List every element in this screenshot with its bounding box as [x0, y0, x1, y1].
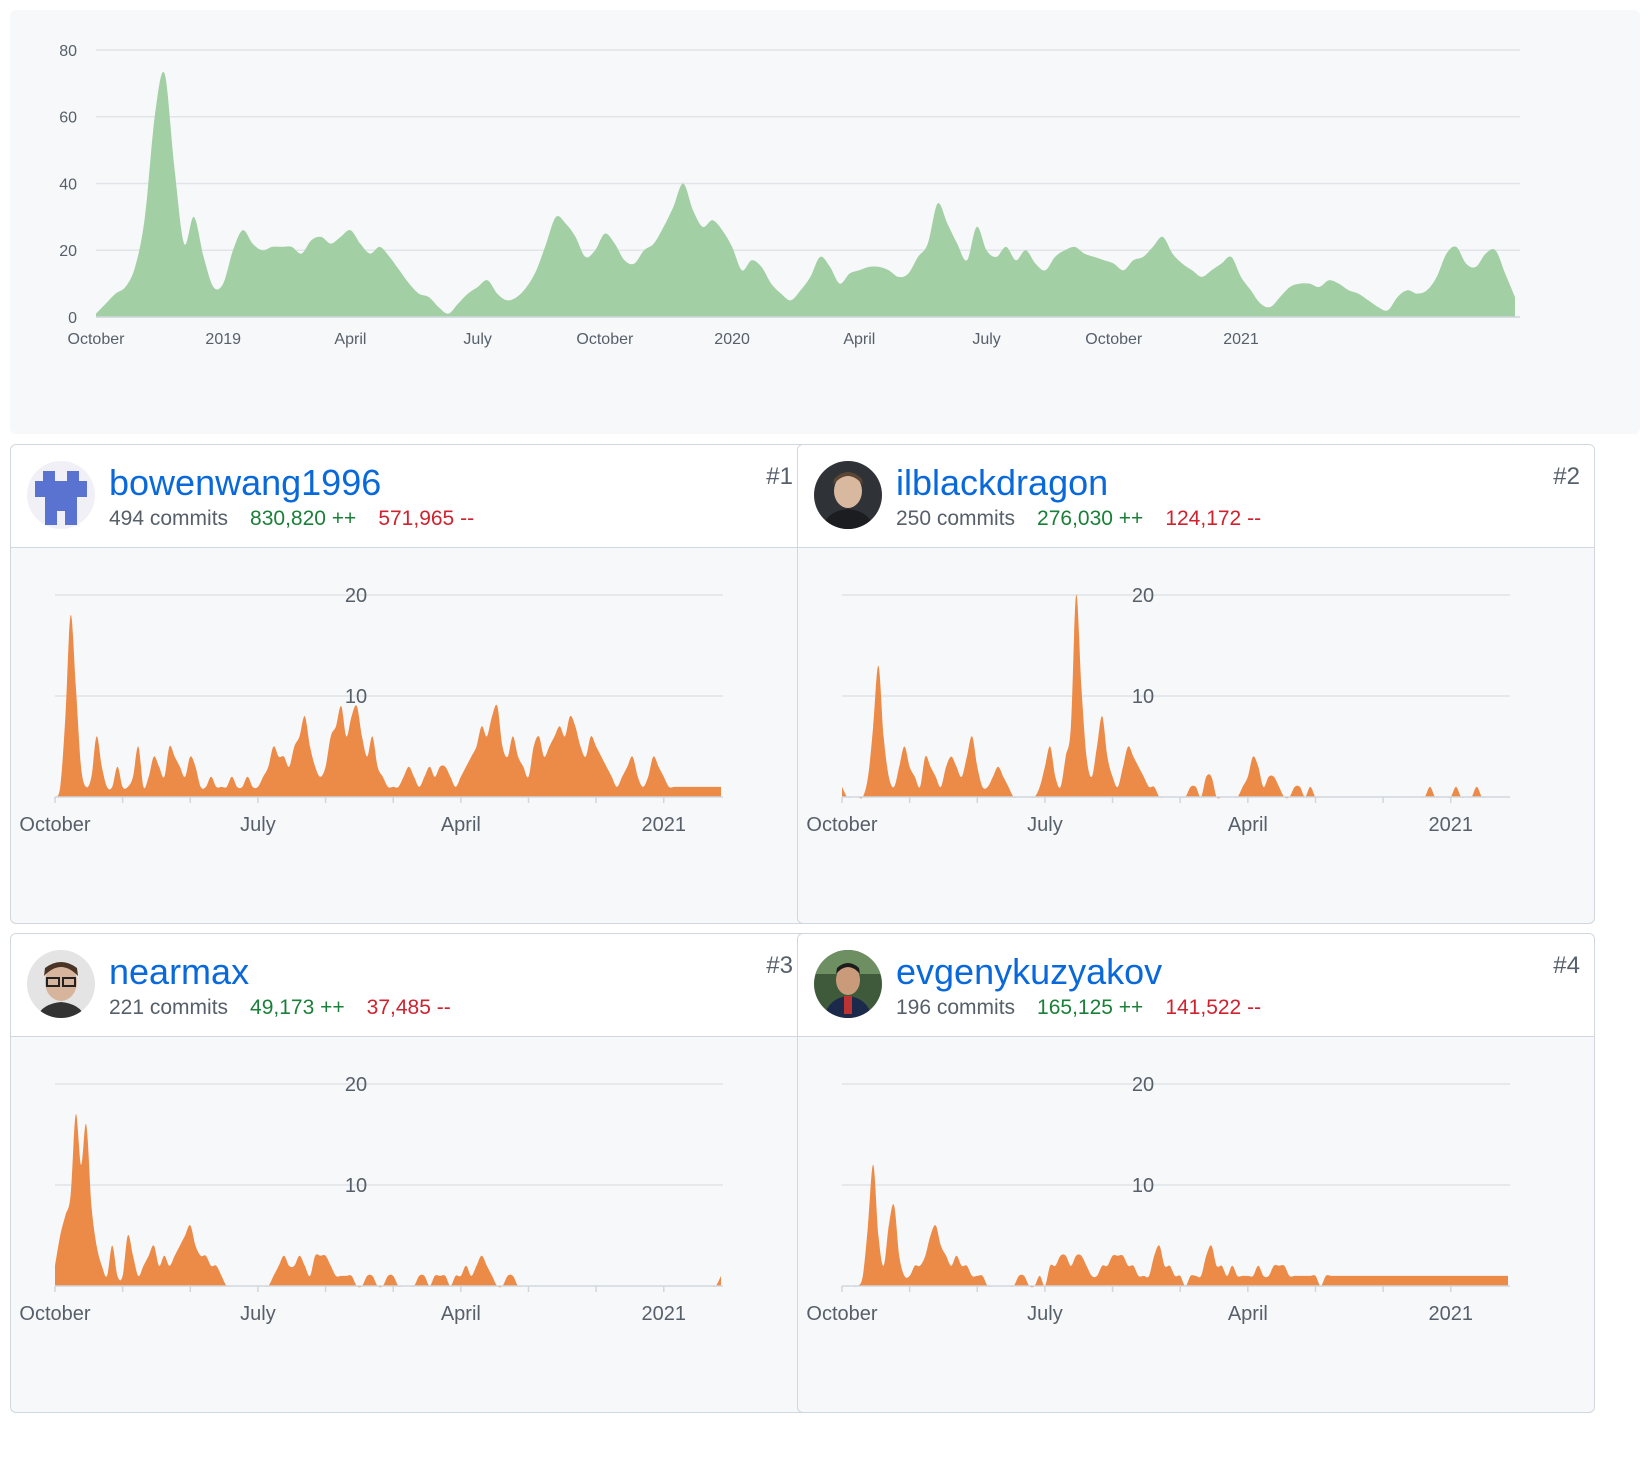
- x-tick-label: 2021: [1429, 1303, 1474, 1325]
- contributor-chart: 10 20 October July April 2021: [806, 585, 1510, 836]
- x-tick-label: 2020: [714, 331, 750, 348]
- deletions-count: 37,485 --: [366, 996, 451, 1019]
- x-tick-label: October: [806, 1303, 877, 1325]
- y-tick-label: 20: [1132, 585, 1154, 607]
- area-series: [96, 71, 1515, 317]
- x-tick-label: 2021: [642, 814, 687, 836]
- additions-count: 49,173 ++: [250, 996, 345, 1019]
- y-tick-label: 80: [59, 43, 77, 60]
- avatar[interactable]: [27, 950, 95, 1018]
- deletions-count: 124,172 --: [1165, 507, 1262, 530]
- avatar[interactable]: [27, 461, 95, 529]
- x-tick-label: October: [19, 1303, 90, 1325]
- x-tick-label: April: [843, 331, 875, 348]
- x-tick-label: October: [806, 814, 877, 836]
- contributor-card: bowenwang1996 494 commits 830,820 ++ 571,9…: [10, 444, 808, 924]
- x-tick-label: 2019: [205, 331, 241, 348]
- contributor-rank: #3: [766, 952, 793, 979]
- commit-count[interactable]: 221 commits: [109, 996, 229, 1019]
- area-series: [55, 614, 721, 797]
- y-tick-label: 10: [345, 1175, 367, 1197]
- contributor-card: evgenykuzyakov 196 commits 165,125 ++ 141,…: [797, 933, 1595, 1413]
- x-tick-label: 2021: [1223, 331, 1259, 348]
- x-tick-label: April: [1228, 1303, 1268, 1325]
- contributor-stats: 221 commits 49,173 ++ 37,485 --: [109, 994, 473, 1022]
- x-tick-label: April: [334, 331, 366, 348]
- y-tick-label: 10: [345, 686, 367, 708]
- y-tick-label: 40: [59, 176, 77, 193]
- x-tick-label: April: [1228, 814, 1268, 836]
- contributor-username[interactable]: ilblackdragon: [896, 462, 1109, 503]
- contributor-card: nearmax 221 commits 49,173 ++ 37,485 -- #3…: [10, 933, 808, 1413]
- contributor-rank: #1: [766, 463, 793, 490]
- x-tick-label: 2021: [1429, 814, 1474, 836]
- contributions-chart: 0 20 40 60 80 October 2019 April July October 2020…: [59, 43, 1520, 348]
- avatar[interactable]: [814, 461, 882, 529]
- y-tick-label: 10: [1132, 686, 1154, 708]
- x-tick-label: October: [68, 331, 126, 348]
- contributor-chart: 10 20 October July April 2021: [19, 585, 723, 836]
- x-tick-label: April: [441, 1303, 481, 1325]
- y-tick-label: 10: [1132, 1175, 1154, 1197]
- x-tick-label: October: [576, 331, 634, 348]
- x-tick-label: July: [240, 814, 276, 836]
- contributor-stats: 494 commits 830,820 ++ 571,965 --: [109, 505, 496, 533]
- x-tick-label: 2021: [642, 1303, 687, 1325]
- y-tick-label: 60: [59, 110, 77, 127]
- x-tick-label: July: [240, 1303, 276, 1325]
- contributor-card-header: ilblackdragon 250 commits 276,030 ++ 124,1…: [798, 445, 1594, 548]
- area-series: [55, 1113, 721, 1288]
- contributor-stats: 196 commits 165,125 ++ 141,522 --: [896, 994, 1283, 1022]
- deletions-count: 141,522 --: [1165, 996, 1262, 1019]
- contributor-chart: 10 20 October July April 2021: [806, 1074, 1510, 1325]
- contributor-username[interactable]: nearmax: [109, 951, 250, 992]
- area-series: [842, 594, 1508, 799]
- x-tick-label: July: [463, 331, 491, 348]
- contributor-chart: 10 20 October July April 2021: [19, 1074, 723, 1325]
- additions-count: 276,030 ++: [1037, 507, 1144, 530]
- contributor-rank: #4: [1553, 952, 1580, 979]
- y-tick-label: 20: [59, 243, 77, 260]
- y-tick-label: 20: [345, 1074, 367, 1096]
- contributor-card: ilblackdragon 250 commits 276,030 ++ 124,1…: [797, 444, 1595, 924]
- deletions-count: 571,965 --: [378, 507, 475, 530]
- contributor-card-header: bowenwang1996 494 commits 830,820 ++ 571,9…: [11, 445, 807, 548]
- x-tick-label: July: [1027, 1303, 1063, 1325]
- x-tick-label: April: [441, 814, 481, 836]
- contributions-chart-panel: 0 20 40 60 80 October 2019 April July October 2020…: [10, 10, 1640, 434]
- y-tick-label: 20: [345, 585, 367, 607]
- additions-count: 165,125 ++: [1037, 996, 1144, 1019]
- contributor-card-header: nearmax 221 commits 49,173 ++ 37,485 -- #3: [11, 934, 807, 1037]
- contributor-card-header: evgenykuzyakov 196 commits 165,125 ++ 141,…: [798, 934, 1594, 1037]
- x-tick-label: October: [19, 814, 90, 836]
- x-tick-label: July: [1027, 814, 1063, 836]
- commit-count[interactable]: 494 commits: [109, 507, 229, 530]
- x-tick-label: October: [1085, 331, 1143, 348]
- y-tick-label: 20: [1132, 1074, 1154, 1096]
- contributor-username[interactable]: bowenwang1996: [109, 462, 382, 503]
- x-tick-label: July: [972, 331, 1000, 348]
- commit-count[interactable]: 196 commits: [896, 996, 1016, 1019]
- contributor-rank: #2: [1553, 463, 1580, 490]
- contributor-stats: 250 commits 276,030 ++ 124,172 --: [896, 505, 1283, 533]
- contributor-username[interactable]: evgenykuzyakov: [896, 951, 1163, 992]
- commit-count[interactable]: 250 commits: [896, 507, 1016, 530]
- y-tick-label: 0: [68, 310, 77, 327]
- additions-count: 830,820 ++: [250, 507, 357, 530]
- area-series: [842, 1164, 1508, 1288]
- avatar[interactable]: [814, 950, 882, 1018]
